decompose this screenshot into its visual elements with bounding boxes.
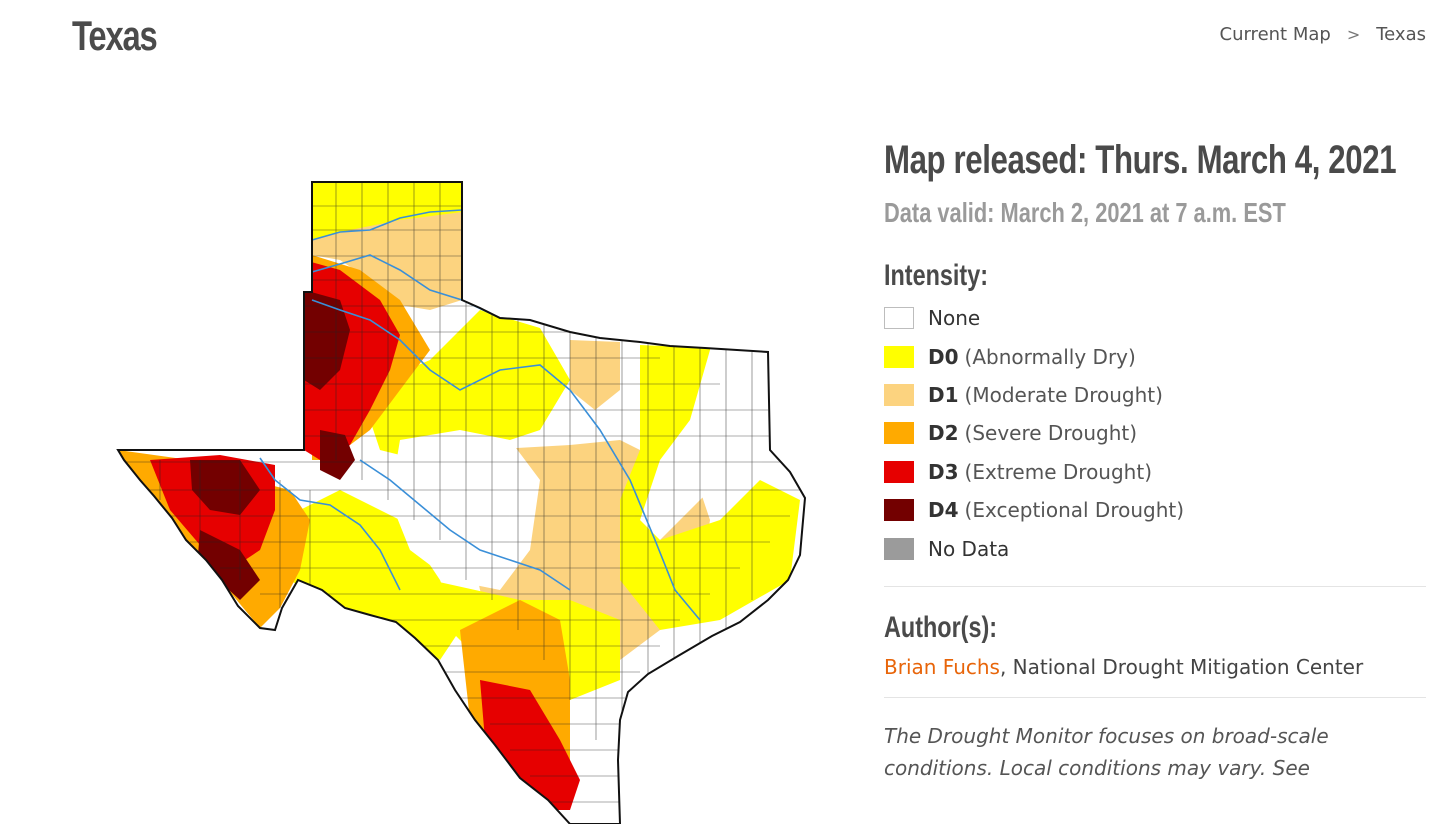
legend-item-no-data: No Data: [884, 529, 1428, 567]
zone-d4-west-spot: [320, 430, 355, 480]
river-rio-grande: [259, 457, 401, 591]
county-lines: [118, 182, 800, 803]
legend-label: (Extreme Drought): [964, 459, 1152, 484]
breadcrumb: Current Map > Texas: [1220, 24, 1427, 45]
intensity-legend: None D0 (Abnormally Dry) D1 (Moderate Dr…: [884, 299, 1428, 568]
legend-item-d4: D4 (Exceptional Drought): [884, 491, 1428, 529]
legend-item-none: None: [884, 299, 1428, 337]
legend-label: (Severe Drought): [964, 421, 1138, 446]
legend-code: D4: [928, 498, 959, 523]
legend-code: D2: [928, 421, 959, 446]
breadcrumb-texas-link[interactable]: Texas: [1376, 24, 1426, 45]
legend-swatch-no-data: [884, 537, 914, 560]
zone-d0-east: [620, 345, 800, 630]
legend-item-d2: D2 (Severe Drought): [884, 414, 1428, 452]
author-name-link[interactable]: Brian Fuchs: [884, 654, 1000, 679]
legend-label: None: [928, 306, 981, 331]
page-title: Texas: [72, 12, 158, 59]
zone-none-east: [640, 350, 768, 540]
legend-swatch-d1: [884, 383, 914, 406]
divider: [884, 696, 1426, 698]
data-valid-date: Data valid: March 2, 2021 at 7 a.m. EST: [884, 197, 1286, 228]
zone-d4-big-bend: [198, 530, 260, 600]
divider: [884, 585, 1426, 587]
texas-state-outline: [116, 181, 807, 824]
legend-code: D3: [928, 459, 959, 484]
intensity-heading: Intensity:: [884, 259, 989, 292]
river-brazos: [311, 299, 701, 621]
disclaimer-text: The Drought Monitor focuses on broad-sca…: [884, 723, 1329, 780]
legend-item-d1: D1 (Moderate Drought): [884, 376, 1428, 414]
river-canadian: [311, 209, 463, 241]
legend-swatch-d3: [884, 460, 914, 483]
map-info-panel: Map released: Thurs. March 4, 2021 Data …: [884, 138, 1428, 784]
author-organization: , National Drought Mitigation Center: [999, 654, 1364, 679]
breadcrumb-current-map-link[interactable]: Current Map: [1219, 24, 1331, 45]
zone-d0-central: [360, 310, 570, 460]
legend-label: (Exceptional Drought): [964, 498, 1185, 523]
map-released-date: Map released: Thurs. March 4, 2021: [884, 138, 1397, 182]
legend-label: (Abnormally Dry): [964, 344, 1136, 369]
legend-code: D1: [928, 382, 959, 407]
zone-d4-panhandle: [304, 290, 350, 390]
legend-swatch-d2: [884, 422, 914, 445]
author-heading: Author(s):: [884, 610, 998, 644]
drought-zones: [118, 182, 805, 824]
legend-item-d0: D0 (Abnormally Dry): [884, 337, 1428, 375]
legend-swatch-d4: [884, 499, 914, 522]
river-colorado: [359, 459, 571, 591]
zone-d3-south: [480, 680, 580, 810]
legend-label: (Moderate Drought): [964, 382, 1163, 407]
zone-d0-southwest: [280, 490, 460, 660]
zone-d1-east: [570, 340, 620, 410]
zone-d0-north: [312, 182, 462, 240]
legend-item-d3: D3 (Extreme Drought): [884, 453, 1428, 491]
legend-swatch-none: [884, 307, 914, 330]
legend-code: D0: [928, 344, 959, 369]
legend-label: No Data: [928, 536, 1010, 561]
author-line: Brian Fuchs, National Drought Mitigation…: [884, 655, 1428, 679]
drought-map-svg: [116, 181, 807, 824]
drought-map: [100, 160, 820, 824]
rivers: [259, 209, 701, 621]
zone-d4-trans-pecos: [190, 460, 260, 515]
breadcrumb-separator: >: [1346, 25, 1361, 44]
zone-none-central: [390, 430, 540, 590]
legend-swatch-d0: [884, 345, 914, 368]
